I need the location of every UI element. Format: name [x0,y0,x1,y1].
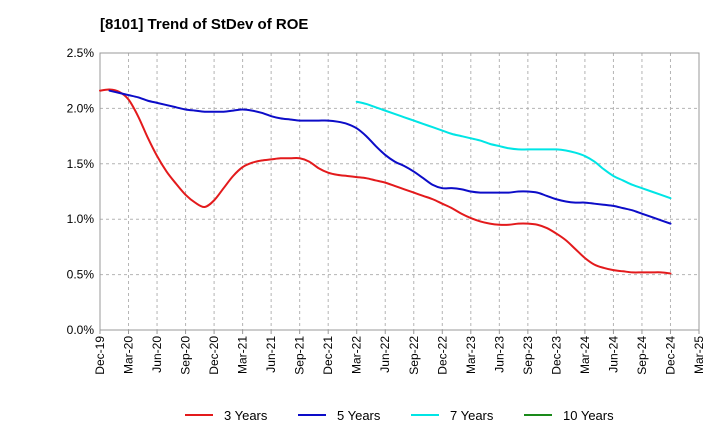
x-tick-label: Sep-21 [293,336,307,375]
x-tick-label: Dec-22 [435,336,449,375]
x-tick-label: Jun-21 [264,336,278,373]
legend: 3 Years 5 Years 7 Years 10 Years [185,408,614,423]
x-tick-label: Sep-22 [407,336,421,375]
y-tick-label: 0.5% [67,268,95,282]
x-tick-label: Mar-22 [350,336,364,374]
series-line-3-years [99,88,672,275]
legend-label-3-years: 3 Years [224,408,268,423]
x-tick-label: Jun-22 [378,336,392,373]
y-tick-label: 2.0% [67,101,95,115]
legend-label-7-years: 7 Years [450,408,494,423]
y-tick-label: 1.0% [67,212,95,226]
x-tick-label: Dec-20 [207,336,221,375]
plot-area [99,52,700,331]
y-axis: 0.0% 0.5% 1.0% 1.5% 2.0% 2.5% [67,46,95,337]
x-tick-label: Dec-19 [93,336,107,375]
x-axis: Dec-19 Mar-20 Jun-20 Sep-20 Dec-20 Mar-21 Jun-… [93,330,706,375]
x-tick-label: Sep-24 [635,336,649,375]
y-tick-label: 0.0% [67,323,95,337]
x-tick-label: Jun-20 [150,336,164,373]
x-tick-label: Mar-21 [236,336,250,374]
grid [99,52,700,331]
x-tick-label: Dec-24 [663,336,677,375]
x-tick-label: Sep-23 [521,336,535,375]
x-tick-label: Mar-20 [122,336,136,374]
x-tick-label: Mar-25 [692,336,706,374]
x-tick-label: Jun-24 [606,336,620,373]
y-tick-label: 2.5% [67,46,95,60]
series-line-5-years [108,89,672,225]
series-line-7-years [355,100,672,200]
y-tick-label: 1.5% [67,157,95,171]
x-tick-label: Mar-24 [578,336,592,374]
series-lines [99,88,672,275]
x-tick-label: Sep-20 [179,336,193,375]
x-tick-label: Jun-23 [492,336,506,373]
x-tick-label: Mar-23 [464,336,478,374]
chart-title: [8101] Trend of StDev of ROE [100,16,308,33]
legend-label-5-years: 5 Years [337,408,381,423]
x-tick-label: Dec-21 [321,336,335,375]
legend-label-10-years: 10 Years [563,408,614,423]
x-tick-label: Dec-23 [549,336,563,375]
